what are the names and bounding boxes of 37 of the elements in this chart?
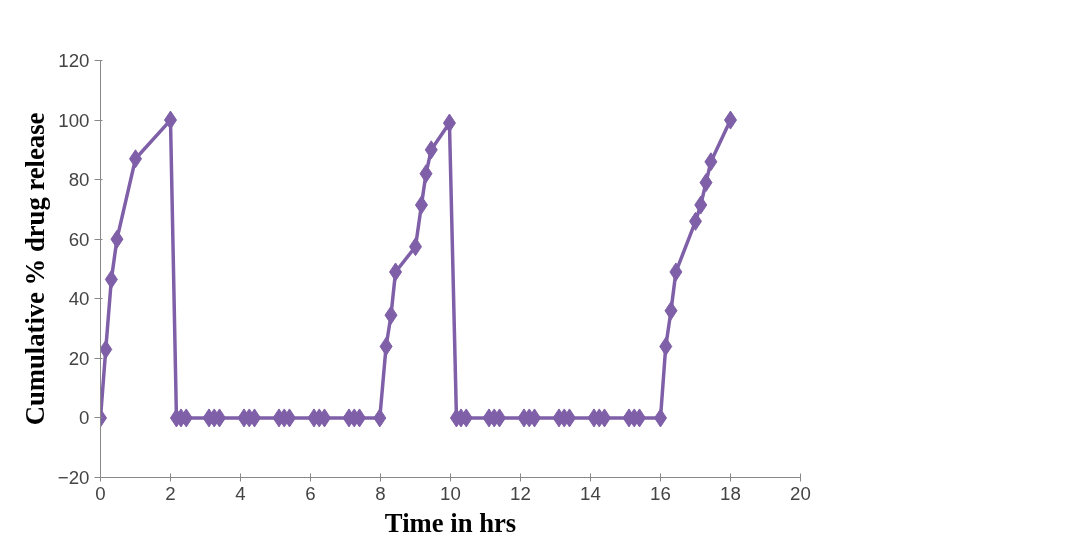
point bbox=[704, 152, 718, 172]
point bbox=[414, 195, 428, 215]
y-tick-label: 100 bbox=[58, 109, 90, 131]
y-axis-title: Cumulative % drug release bbox=[19, 112, 50, 426]
x-tick-label: 12 bbox=[510, 482, 531, 504]
x-tick-label: 2 bbox=[165, 482, 176, 504]
x-tick-label: 10 bbox=[440, 482, 461, 504]
x-tick-label: 6 bbox=[305, 482, 316, 504]
point bbox=[384, 305, 398, 325]
point bbox=[104, 269, 118, 289]
point bbox=[389, 262, 403, 282]
point bbox=[659, 336, 673, 356]
x-tick-label: 20 bbox=[790, 482, 811, 504]
point bbox=[699, 173, 713, 193]
y-tick-label: 60 bbox=[68, 228, 90, 250]
point bbox=[379, 336, 393, 356]
point bbox=[694, 195, 708, 215]
x-tick-label: 18 bbox=[720, 482, 741, 504]
x-tick-label: 8 bbox=[375, 482, 386, 504]
x-axis-title: Time in hrs bbox=[384, 507, 517, 538]
x-tick-label: 16 bbox=[650, 482, 671, 504]
point bbox=[664, 301, 678, 321]
point bbox=[442, 113, 456, 133]
point bbox=[669, 262, 683, 282]
point bbox=[419, 164, 433, 184]
y-tick-label: 40 bbox=[68, 288, 90, 310]
y-tick-label: −20 bbox=[57, 467, 90, 488]
x-tick-label: 4 bbox=[235, 482, 246, 504]
point bbox=[373, 408, 387, 428]
x-tick-label: 14 bbox=[580, 482, 601, 504]
x-tick-label: 0 bbox=[95, 482, 106, 504]
point bbox=[424, 140, 438, 160]
point bbox=[110, 229, 124, 249]
y-tick-label: 20 bbox=[68, 347, 90, 369]
y-tick-label: 80 bbox=[68, 169, 90, 191]
y-tick-label: 0 bbox=[79, 407, 90, 429]
y-tick-label: 120 bbox=[58, 50, 90, 71]
